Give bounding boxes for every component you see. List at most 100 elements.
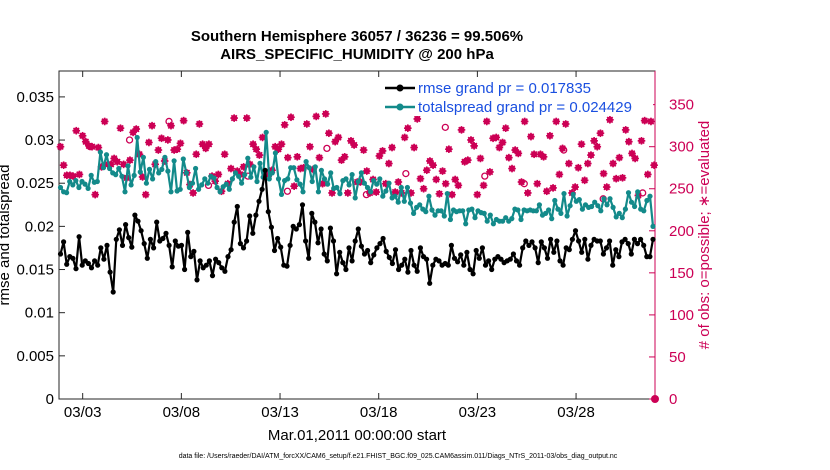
evaluated-count-marker [164,136,172,144]
legend-totalspread-marker [396,103,404,111]
series-point [600,251,607,257]
evaluated-count-marker [606,115,614,124]
series-point [209,273,216,279]
evaluated-count-marker [593,142,602,151]
evaluated-count-marker [580,176,589,185]
evaluated-count-marker [609,159,617,168]
series-point [557,258,563,264]
series-point [140,154,146,160]
evaluated-count-marker [372,188,381,196]
evaluated-count-marker [527,132,535,141]
series-point [604,202,610,208]
possible-count-marker [86,143,94,151]
series-point [641,242,647,248]
series-point [159,166,165,172]
series-point [239,180,245,186]
series-point [312,219,318,225]
evaluated-count-marker [126,156,134,164]
series-point [411,210,417,216]
evaluated-count-marker [404,124,412,132]
evaluated-count-marker [596,129,605,138]
series-point [284,263,290,269]
series-point [355,178,361,185]
y-left-tick-label: 0 [46,391,54,408]
y-left-tick-label: 0.025 [16,175,54,192]
series-point [380,235,386,242]
evaluated-count-marker [637,137,646,145]
series-point [567,203,573,209]
series-point [411,262,417,268]
series-point [481,210,487,216]
series-point [67,178,73,185]
evaluated-count-marker [306,142,314,151]
series-point [365,247,371,254]
series-point [444,191,450,197]
evaluated-count-marker [328,189,336,197]
evaluated-count-marker [555,170,564,179]
series-point [256,198,262,204]
evaluated-count-marker [394,178,403,186]
evaluated-count-marker [173,145,182,154]
series-point [405,269,411,275]
series-point [396,266,402,273]
series-point [76,234,82,240]
series-point [191,248,197,254]
series-point [79,262,85,268]
series-point [132,212,138,218]
evaluated-count-marker [628,149,636,158]
series-point [364,184,371,191]
evaluated-count-marker [508,164,516,173]
legend-totalspread-label: totalspread grand pr = 0.024429 [418,99,632,116]
series-point [526,242,532,248]
evaluated-count-marker [539,152,548,161]
series-point [259,186,265,192]
series-point [407,200,414,206]
series-point [509,216,515,222]
series-point [561,191,567,197]
series-point [445,262,451,268]
x-tick-label: 03/13 [261,404,299,421]
chart-title-line-1: Southern Hemisphere 36057 / 36236 = 99.5… [191,28,523,45]
evaluated-count-marker [445,145,453,154]
series-point [551,249,557,255]
series-point [635,189,641,195]
series-point [100,165,107,171]
series-point [113,172,119,178]
series-point [234,203,240,210]
series-point [533,208,540,214]
series-point [585,256,591,262]
possible-count-marker [402,169,410,178]
series-point [523,238,529,244]
series-point [287,242,293,248]
possible-count-marker [323,144,331,153]
series-point [460,208,466,214]
evaluated-count-marker [242,114,251,122]
series-point [231,219,237,225]
series-point [205,180,211,186]
series-point [293,226,299,232]
series-point [377,176,383,182]
series-point [399,262,405,268]
series-point [213,256,219,262]
series-point [555,206,561,212]
series-point [254,178,260,185]
series-point [185,229,191,235]
series-point [486,258,492,264]
evaluated-count-marker [94,143,103,152]
series-point [490,221,496,227]
evaluated-count-marker [312,112,321,121]
evaluated-count-marker [584,159,592,168]
evaluated-count-marker [100,117,109,126]
evaluated-count-marker [75,170,84,179]
evaluated-count-marker [495,143,504,152]
series-point [197,258,203,264]
series-point [417,245,423,251]
series-point [430,262,436,268]
series-point [607,196,613,202]
series-point [172,238,178,244]
series-point [436,258,442,264]
series-point [266,176,272,182]
series-point [426,193,432,199]
series-point [507,256,513,262]
evaluated-count-marker [375,152,384,160]
